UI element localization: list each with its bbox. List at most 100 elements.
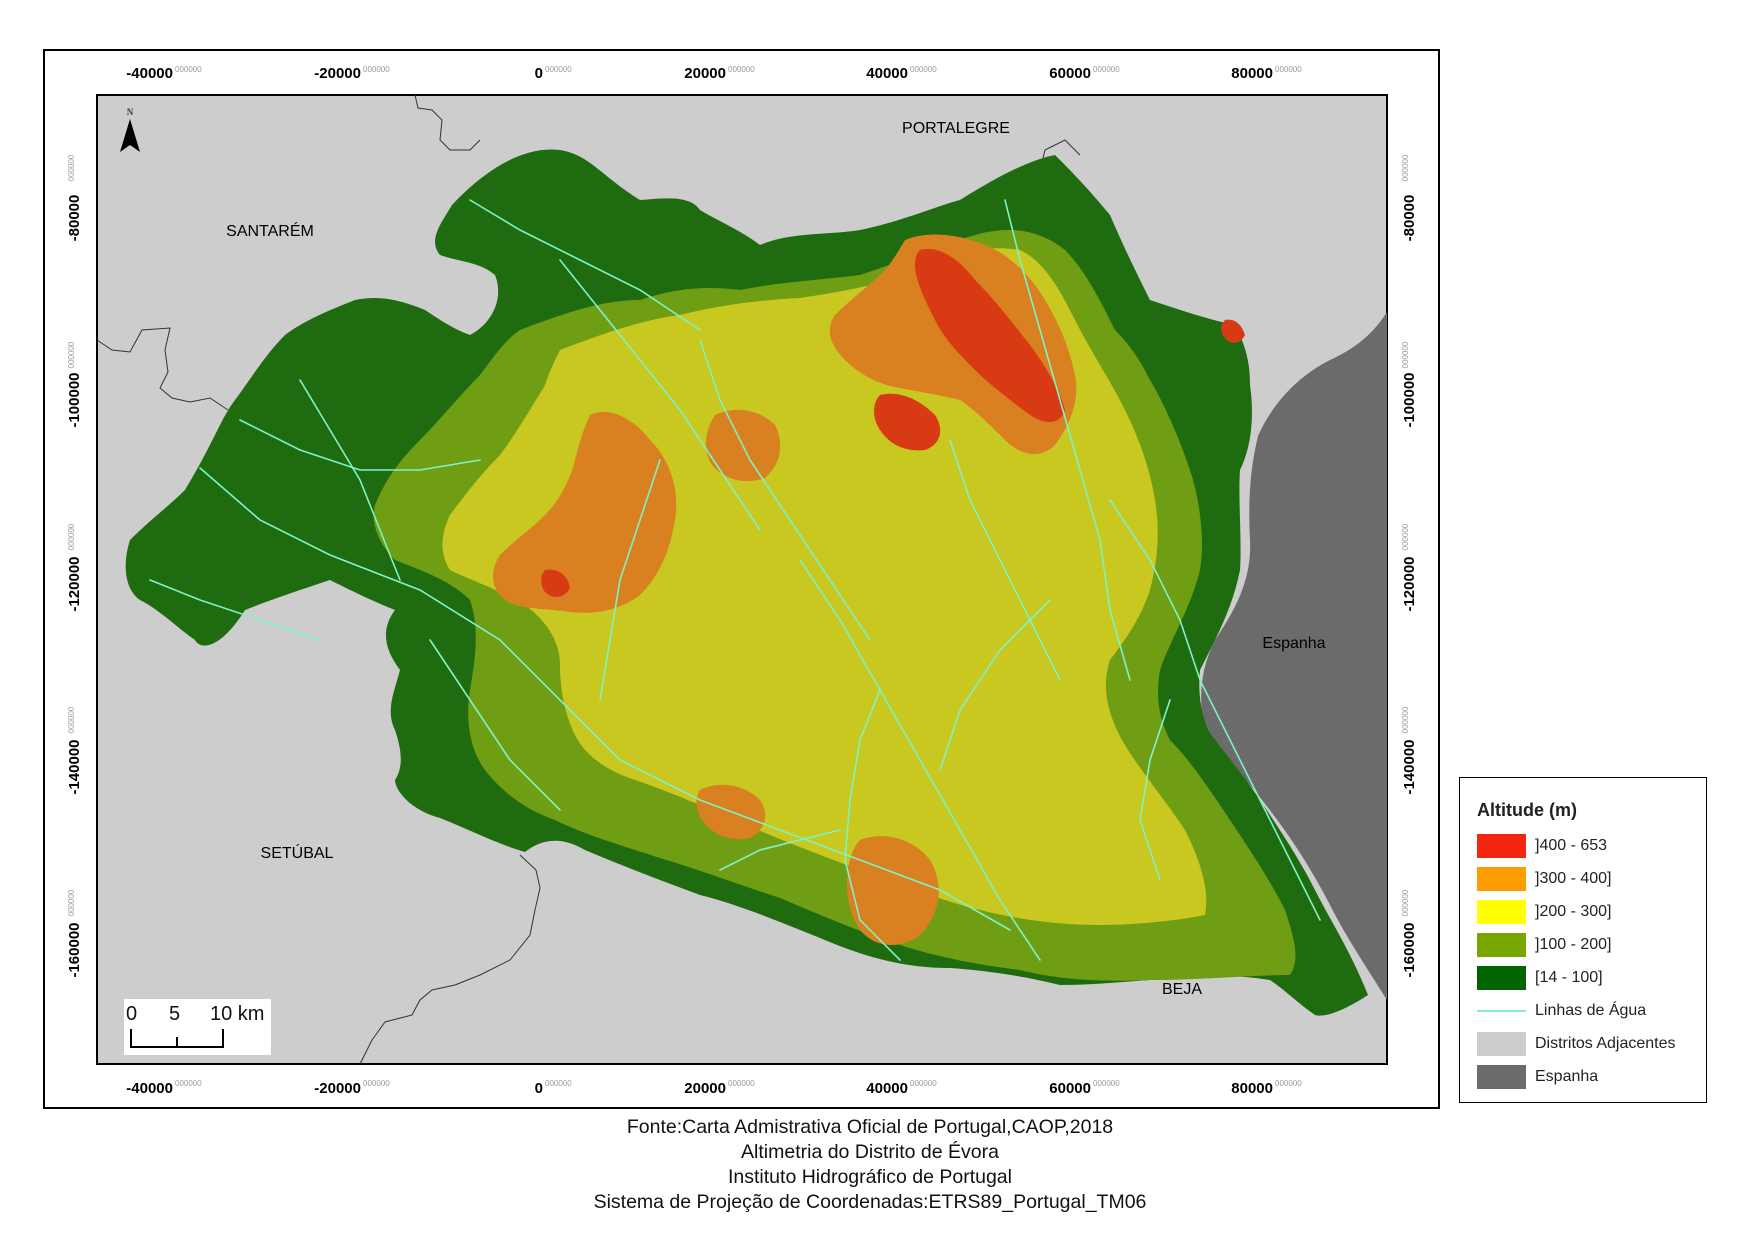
region-label-santarem: SANTARÉM bbox=[226, 221, 314, 240]
y-tick-right-decimal: 000000 bbox=[1401, 523, 1410, 550]
water-lines bbox=[149, 199, 1321, 961]
x-tick-bottom: -40000 bbox=[126, 1080, 173, 1097]
north-arrow-label: N bbox=[127, 107, 134, 117]
legend-swatch bbox=[1477, 1065, 1526, 1089]
legend-label: Linhas de Água bbox=[1535, 1002, 1647, 1019]
y-tick-left: -80000 bbox=[66, 195, 83, 242]
legend-label: ]400 - 653 bbox=[1535, 837, 1608, 854]
legend-item: [14 - 100] bbox=[1477, 966, 1697, 990]
legend-label: [14 - 100] bbox=[1535, 969, 1603, 986]
y-tick-left: -100000 bbox=[66, 372, 83, 427]
x-tick-top: 0 bbox=[535, 65, 543, 82]
x-tick-top: 60000 bbox=[1049, 65, 1091, 82]
y-tick-left-decimal: 000000 bbox=[67, 889, 76, 916]
x-tick-top-decimal: 000000 bbox=[1275, 65, 1302, 74]
y-tick-right: -160000 bbox=[1401, 922, 1418, 977]
y-tick-left: -140000 bbox=[66, 739, 83, 794]
legend-swatch bbox=[1477, 900, 1526, 924]
altitude-class-300-400 bbox=[493, 234, 1077, 946]
y-tick-right: -140000 bbox=[1401, 739, 1418, 794]
scale-bar-ruler bbox=[130, 1029, 224, 1048]
x-tick-bottom: 80000 bbox=[1231, 1080, 1273, 1097]
region-label-setubal: SETÚBAL bbox=[261, 843, 334, 862]
region-label-espanha: Espanha bbox=[1262, 635, 1325, 652]
legend: Altitude (m) ]400 - 653 ]300 - 400] ]200… bbox=[1459, 777, 1707, 1103]
region-label-beja: BEJA bbox=[1162, 981, 1202, 998]
y-tick-right-decimal: 000000 bbox=[1401, 341, 1410, 368]
x-axis-bottom: -40000 -20000 0 20000 40000 60000 80000 … bbox=[126, 1079, 1302, 1097]
legend-label: Distritos Adjacentes bbox=[1535, 1035, 1676, 1052]
x-tick-top-decimal: 000000 bbox=[363, 65, 390, 74]
x-tick-bottom-decimal: 000000 bbox=[910, 1079, 937, 1088]
region-label-portalegre: PORTALEGRE bbox=[902, 120, 1010, 137]
x-tick-top-decimal: 000000 bbox=[545, 65, 572, 74]
legend-swatch bbox=[1477, 1032, 1526, 1056]
x-tick-bottom: 0 bbox=[535, 1080, 543, 1097]
x-tick-top-decimal: 000000 bbox=[910, 65, 937, 74]
district-border-santarem bbox=[96, 94, 481, 411]
legend-swatch bbox=[1477, 966, 1526, 990]
x-tick-top: 80000 bbox=[1231, 65, 1273, 82]
x-tick-top: 40000 bbox=[866, 65, 908, 82]
legend-item: Espanha bbox=[1477, 1065, 1697, 1089]
y-tick-left-decimal: 000000 bbox=[67, 523, 76, 550]
legend-swatch bbox=[1477, 867, 1526, 891]
x-tick-bottom-decimal: 000000 bbox=[363, 1079, 390, 1088]
x-tick-top: -40000 bbox=[126, 65, 173, 82]
y-axis-right: -80000 -100000 -120000 -140000 -160000 0… bbox=[1401, 154, 1418, 977]
x-tick-top-decimal: 000000 bbox=[728, 65, 755, 74]
x-axis-top: -40000 -20000 0 20000 40000 60000 80000 … bbox=[126, 65, 1302, 82]
x-tick-top: -20000 bbox=[314, 65, 361, 82]
scale-bar: 0 5 10 km bbox=[124, 999, 271, 1055]
legend-item: Linhas de Água bbox=[1477, 999, 1697, 1023]
caption-title: Altimetria do Distrito de Évora bbox=[741, 1141, 999, 1163]
x-tick-top-decimal: 000000 bbox=[1093, 65, 1120, 74]
caption-institution: Instituto Hidrográfico de Portugal bbox=[728, 1166, 1012, 1188]
x-tick-bottom-decimal: 000000 bbox=[728, 1079, 755, 1088]
north-arrow-icon: N bbox=[120, 107, 140, 152]
y-tick-left-decimal: 000000 bbox=[67, 154, 76, 181]
legend-line-swatch bbox=[1477, 1010, 1526, 1012]
caption-projection: Sistema de Projeção de Coordenadas:ETRS8… bbox=[593, 1191, 1147, 1213]
legend-item: ]100 - 200] bbox=[1477, 933, 1697, 957]
caption-source: Fonte:Carta Admistrativa Oficial de Port… bbox=[626, 1116, 1114, 1138]
spain-area bbox=[1201, 312, 1387, 1000]
x-tick-top: 20000 bbox=[684, 65, 726, 82]
x-tick-bottom: 60000 bbox=[1049, 1080, 1091, 1097]
legend-swatch bbox=[1477, 834, 1526, 858]
legend-item: ]400 - 653 bbox=[1477, 834, 1697, 858]
y-tick-left-decimal: 000000 bbox=[67, 341, 76, 368]
x-tick-top-decimal: 000000 bbox=[175, 65, 202, 74]
y-tick-right: -80000 bbox=[1401, 195, 1418, 242]
scale-bar-label: 0 bbox=[126, 1003, 138, 1025]
x-tick-bottom: -20000 bbox=[314, 1080, 361, 1097]
legend-item: Distritos Adjacentes bbox=[1477, 1032, 1697, 1056]
y-tick-right-decimal: 000000 bbox=[1401, 889, 1410, 916]
x-tick-bottom-decimal: 000000 bbox=[1093, 1079, 1120, 1088]
legend-item: ]300 - 400] bbox=[1477, 867, 1697, 891]
legend-item: ]200 - 300] bbox=[1477, 900, 1697, 924]
y-tick-left-decimal: 000000 bbox=[67, 706, 76, 733]
y-tick-right-decimal: 000000 bbox=[1401, 154, 1410, 181]
y-tick-right: -100000 bbox=[1401, 372, 1418, 427]
x-tick-bottom-decimal: 000000 bbox=[175, 1079, 202, 1088]
legend-label: Espanha bbox=[1535, 1068, 1599, 1085]
scale-bar-label: 10 km bbox=[210, 1003, 265, 1025]
legend-label: ]300 - 400] bbox=[1535, 870, 1612, 887]
y-axis-left: -80000 -100000 -120000 -140000 -160000 0… bbox=[66, 154, 83, 977]
y-tick-left: -160000 bbox=[66, 922, 83, 977]
map-frame bbox=[43, 49, 1440, 1109]
legend-title: Altitude (m) bbox=[1477, 800, 1577, 820]
x-tick-bottom-decimal: 000000 bbox=[545, 1079, 572, 1088]
y-tick-right: -120000 bbox=[1401, 556, 1418, 611]
legend-swatch bbox=[1477, 933, 1526, 957]
district-border-setubal bbox=[359, 854, 541, 1065]
y-tick-right-decimal: 000000 bbox=[1401, 706, 1410, 733]
x-tick-bottom: 40000 bbox=[866, 1080, 908, 1097]
legend-label: ]100 - 200] bbox=[1535, 936, 1612, 953]
y-tick-left: -120000 bbox=[66, 556, 83, 611]
legend-label: ]200 - 300] bbox=[1535, 903, 1612, 920]
x-tick-bottom: 20000 bbox=[684, 1080, 726, 1097]
scale-bar-label: 5 bbox=[169, 1003, 181, 1025]
